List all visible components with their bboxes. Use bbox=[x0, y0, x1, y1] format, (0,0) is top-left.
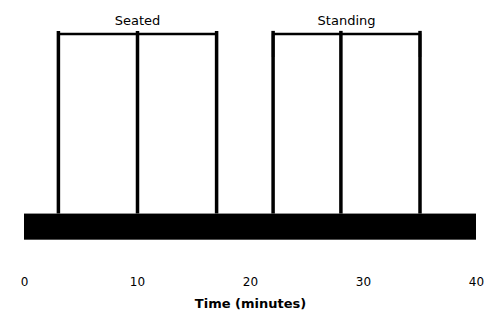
svg-text:Seated: Seated bbox=[115, 13, 161, 28]
svg-text:40: 40 bbox=[469, 275, 484, 289]
svg-text:Standing: Standing bbox=[318, 13, 376, 28]
svg-text:0: 0 bbox=[21, 275, 29, 289]
svg-text:20: 20 bbox=[243, 275, 258, 289]
svg-text:10: 10 bbox=[130, 275, 145, 289]
svg-text:30: 30 bbox=[356, 275, 371, 289]
svg-text:Time (minutes): Time (minutes) bbox=[195, 296, 306, 311]
